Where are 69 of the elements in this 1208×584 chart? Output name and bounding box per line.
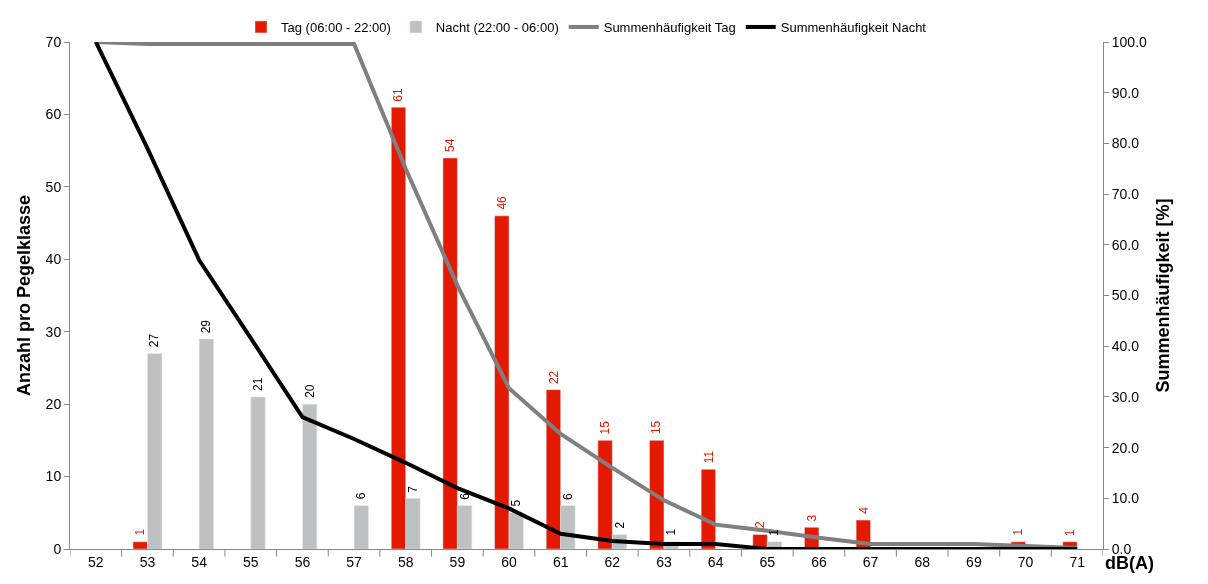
y2-tick-label: 20.0 — [1111, 439, 1140, 456]
data-label: 22 — [546, 370, 561, 385]
x-tick-label: 65 — [759, 553, 776, 570]
data-label: 6 — [560, 492, 575, 500]
data-label: 11 — [701, 450, 716, 464]
x-tick-label: 67 — [862, 553, 879, 570]
y-tick-label: 30 — [45, 323, 62, 340]
data-label: 5 — [508, 499, 523, 507]
x-tick-label: 53 — [139, 553, 156, 570]
data-label: 6 — [354, 492, 369, 500]
data-label: 29 — [199, 319, 214, 334]
y2-tick-label: 40.0 — [1111, 338, 1140, 355]
x-tick-label: 63 — [656, 553, 672, 570]
legend-label: Tag (06:00 - 22:00) — [281, 20, 391, 36]
y2-axis-title: Summenhäufigkeit [%] — [1153, 198, 1174, 393]
data-label: 1 — [1011, 528, 1026, 536]
data-label: 1 — [1062, 529, 1077, 537]
legend-label: Summenhäufigkeit Tag — [603, 20, 736, 36]
y-tick-label: 60 — [45, 106, 62, 123]
x-tick-label: 66 — [811, 553, 827, 570]
data-label: 7 — [406, 485, 421, 493]
data-label: 2 — [612, 521, 627, 529]
y-tick-label: 20 — [45, 396, 62, 413]
x-tick-label: 54 — [191, 553, 208, 570]
data-label: 15 — [649, 420, 664, 435]
y2-tick-label: 10.0 — [1111, 490, 1140, 507]
legend-label: Nacht (22:00 - 06:00) — [435, 20, 559, 36]
y2-tick-label: 100.0 — [1111, 33, 1148, 50]
data-label: 54 — [443, 138, 458, 153]
x-tick-label: 56 — [294, 553, 311, 570]
data-label: 20 — [302, 384, 317, 398]
x-tick-label: 69 — [966, 553, 982, 570]
x-tick-label: 57 — [346, 553, 363, 570]
y2-tick-label: 70.0 — [1111, 186, 1140, 202]
x-tick-label: 55 — [242, 553, 259, 570]
data-label: 3 — [804, 514, 819, 522]
x-tick-label: 60 — [501, 553, 518, 570]
y-axis-title: Anzahl pro Pegelklasse — [13, 194, 34, 397]
data-label: 27 — [147, 333, 162, 348]
data-label: 21 — [251, 377, 266, 391]
y2-tick-label: 60.0 — [1111, 236, 1140, 253]
x-tick-label: 68 — [914, 553, 931, 570]
x-tick-label: 70 — [1017, 553, 1034, 570]
y2-tick-label: 30.0 — [1111, 388, 1140, 405]
x-tick-label: 58 — [397, 553, 414, 570]
data-label: 1 — [767, 528, 782, 536]
x-tick-label: 52 — [88, 553, 104, 570]
y-tick-label: 10 — [45, 468, 62, 485]
y2-tick-label: 80.0 — [1111, 135, 1140, 152]
y-tick-label: 50 — [45, 178, 62, 195]
x-tick-label: 61 — [552, 553, 569, 570]
y-tick-label: 0 — [53, 540, 62, 557]
data-label: 46 — [494, 195, 509, 210]
y2-tick-label: 50.0 — [1111, 287, 1140, 304]
data-label: 1 — [663, 528, 678, 536]
y-tick-label: 40 — [45, 251, 62, 268]
y2-tick-label: 90.0 — [1111, 84, 1140, 101]
y-tick-label: 70 — [45, 33, 62, 50]
x-tick-label: 64 — [707, 553, 724, 570]
x-tick-label: 59 — [449, 553, 466, 570]
x-tick-label: 71 — [1069, 553, 1086, 570]
data-label: 6 — [457, 492, 472, 500]
data-label: 61 — [391, 88, 406, 102]
data-label: 2 — [753, 521, 768, 529]
x-tick-label: 62 — [604, 553, 621, 570]
data-label: 4 — [856, 506, 871, 514]
data-label: 1 — [132, 528, 147, 536]
data-label: 15 — [597, 420, 612, 435]
legend-label: Summenhäufigkeit Nacht — [780, 20, 927, 36]
